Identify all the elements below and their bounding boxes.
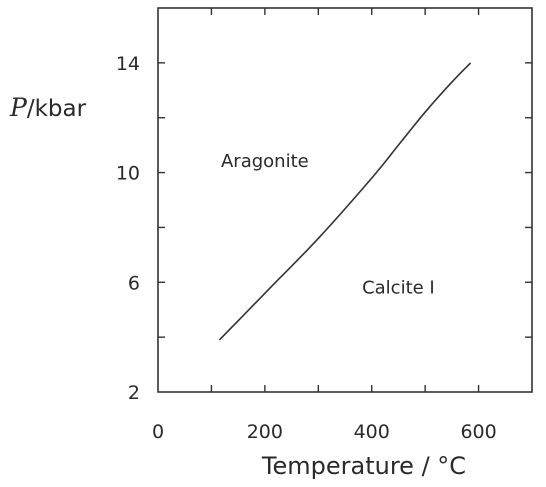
y-tick-labels: 2 6 10 14: [116, 53, 140, 404]
region-label: Aragonite: [221, 151, 309, 172]
x-tick-label: 600: [460, 421, 496, 443]
phase-boundary-line: [218, 62, 472, 341]
x-tick-label: 400: [354, 421, 390, 443]
region-label: Calcite I: [362, 277, 435, 298]
y-axis-title: P/kbar: [9, 93, 87, 122]
y-tick-label: 10: [116, 163, 140, 185]
region-labels: Aragonite Calcite I: [221, 151, 435, 298]
x-tick-labels: 0 200 400 600: [152, 421, 497, 443]
x-axis-title: Temperature / °C: [261, 452, 466, 480]
x-tick-label: 200: [247, 421, 283, 443]
axis-ticks: [158, 8, 532, 392]
y-axis-unit: /kbar: [27, 96, 87, 122]
y-axis-symbol: P: [9, 93, 28, 122]
x-tick-label: 0: [152, 421, 164, 443]
y-tick-label: 6: [128, 272, 140, 294]
plot-frame: [157, 7, 533, 393]
y-tick-label: 14: [116, 53, 140, 75]
y-tick-label: 2: [128, 382, 140, 404]
